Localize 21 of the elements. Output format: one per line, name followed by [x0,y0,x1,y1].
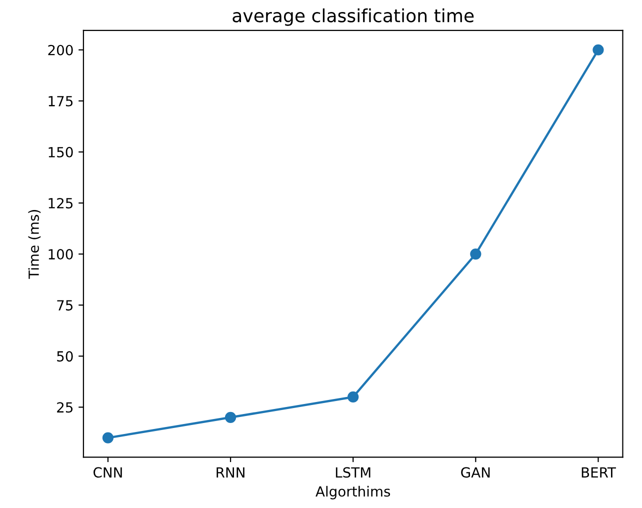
y-tick-label: 150 [48,146,73,158]
point [470,248,482,260]
point [224,412,236,423]
x-tick-label: CNN [94,467,122,478]
chart-title: average classification time [232,8,474,26]
y-tick-label: 200 [48,44,73,56]
point [102,432,114,444]
y-axis-title: Time (ms) [28,210,41,279]
x-tick-label: BERT [582,467,616,478]
x-tick-label: RNN [216,467,244,478]
y-tick-label: 75 [57,300,73,311]
x-tick-label: LSTM [336,467,370,478]
point [348,391,359,403]
x-tick-label: GAN [461,467,490,478]
y-tick-label: 25 [57,402,73,413]
x-axis-title: Algorthims [316,486,390,500]
point [592,44,604,56]
y-tick-label: 100 [48,249,73,260]
y-tick-label: 50 [57,351,73,362]
y-tick-label: 175 [48,96,73,106]
y-tick-label: 125 [48,198,73,208]
